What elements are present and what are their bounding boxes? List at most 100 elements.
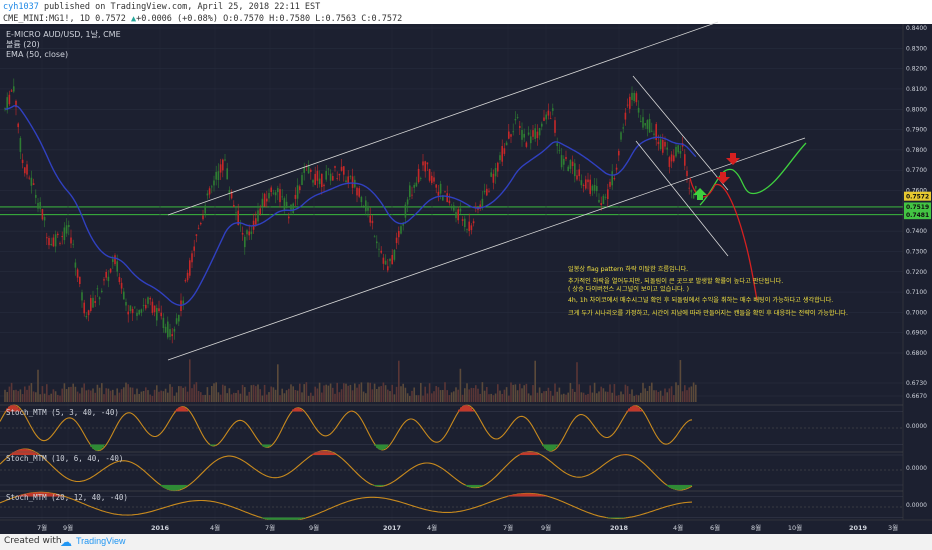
- volume-bar: [208, 395, 211, 402]
- candle-body: [213, 180, 215, 186]
- price-tick: 0.7900: [906, 127, 927, 134]
- volume-bar: [21, 394, 24, 402]
- candle-body: [32, 183, 35, 185]
- volume-bar: [228, 388, 231, 402]
- lower-level-badge: 0.7481: [906, 212, 929, 219]
- stoch-panel-3-overbought-fill: [530, 493, 532, 497]
- stoch-panel-2-overbought-fill: [522, 452, 524, 455]
- up-arrow-icon: ▲: [130, 14, 137, 24]
- candle-body: [446, 193, 448, 203]
- candle-body: [266, 198, 268, 202]
- volume-bar: [681, 391, 684, 402]
- candle-body: [400, 226, 402, 234]
- candle-body: [373, 236, 376, 238]
- stoch-panel-2-overbought-fill: [538, 454, 540, 455]
- candle-body: [83, 302, 85, 314]
- candle-body: [131, 308, 134, 314]
- stoch-panel-3-overbought-fill: [32, 492, 34, 497]
- author-link[interactable]: cyh1037: [3, 2, 39, 12]
- candle-body: [68, 224, 70, 228]
- volume-bar: [378, 386, 380, 402]
- volume-bar: [43, 393, 46, 402]
- candle-body: [76, 269, 79, 278]
- candle-body: [695, 185, 697, 189]
- price-tick: 0.8200: [906, 66, 927, 73]
- candle-body: [340, 166, 343, 171]
- volume-bar: [351, 390, 354, 402]
- candle-body: [270, 187, 272, 192]
- volume-bar: [400, 386, 402, 402]
- candle-body: [662, 139, 664, 153]
- volume-bar: [413, 387, 415, 402]
- volume-bar: [514, 384, 517, 402]
- candle-body: [494, 168, 497, 177]
- volume-bar: [292, 386, 294, 402]
- stoch-panel-3-oversold-fill: [284, 517, 286, 522]
- chart-canvas[interactable]: 0.8400 0.8300 0.8200 0.8100 0.8000 0.7900 0.78…: [0, 0, 932, 534]
- volume-bar: [483, 390, 486, 402]
- volume-bar: [552, 395, 554, 402]
- stoch-panel-3-overbought-fill: [514, 494, 516, 497]
- candle-body: [613, 178, 616, 180]
- stoch-panel-1-oversold-fill: [556, 444, 558, 447]
- candle-body: [134, 306, 136, 308]
- volume-bar: [376, 389, 378, 402]
- volume-bar: [182, 387, 184, 402]
- stoch-panel-3-line: [0, 491, 693, 522]
- stoch-panel-3-oversold-fill: [268, 517, 270, 520]
- upper-level-badge-bg: [904, 202, 931, 212]
- annotation-line-1: 일봉상 flag pattern 하락 이탈한 흐름입니다.: [568, 265, 688, 273]
- stoch-panel-3-overbought-fill: [508, 495, 510, 497]
- candle-body: [585, 179, 587, 189]
- volume-bar: [241, 384, 244, 402]
- volume-bar: [116, 388, 118, 402]
- candle-body: [398, 230, 400, 238]
- volume-bar: [569, 382, 572, 402]
- volume-bar: [398, 360, 400, 402]
- candle-body: [310, 169, 312, 172]
- volume-bar: [534, 360, 536, 402]
- stoch-panel-2-oversold-fill: [676, 485, 678, 490]
- volume-bar: [422, 395, 424, 402]
- volume-bar: [224, 385, 226, 402]
- candle-body: [578, 169, 580, 177]
- volume-bar: [30, 383, 33, 402]
- stoch-panel-1-oversold-fill: [268, 444, 270, 447]
- candle-body: [532, 130, 534, 137]
- candle-body: [167, 321, 169, 338]
- candle-body: [74, 262, 77, 268]
- volume-bar: [695, 384, 697, 402]
- volume-bar: [239, 393, 242, 402]
- tradingview-brand[interactable]: TradingView: [76, 536, 126, 546]
- candle-body: [184, 280, 187, 282]
- candle-body: [380, 250, 382, 253]
- volume-bar: [444, 382, 446, 402]
- volume-bar: [367, 382, 369, 402]
- stoch-panel-3-overbought-fill: [526, 493, 528, 497]
- candle-body: [455, 212, 457, 219]
- volume-bar: [624, 384, 627, 402]
- stoch-panel-2-overbought-fill: [532, 452, 534, 455]
- stoch-panel-1-oversold-fill: [102, 444, 104, 448]
- grid-lines: [0, 24, 903, 520]
- volume-bar: [494, 393, 497, 402]
- candle-body: [123, 291, 125, 300]
- stoch-panel-2-oversold-fill: [690, 485, 692, 487]
- stoch-panel-2-oversold-fill: [478, 485, 480, 487]
- volume-bar: [178, 386, 180, 402]
- volume-bar: [87, 389, 90, 402]
- volume-bar: [442, 389, 444, 402]
- volume-bar: [50, 393, 52, 402]
- volume-bar: [646, 390, 649, 402]
- red-down-arrow-icon: [726, 153, 740, 165]
- volume-bar: [347, 385, 349, 402]
- volume-bar: [184, 386, 187, 402]
- volume-bar: [417, 395, 420, 402]
- candle-body: [587, 179, 589, 183]
- candle-body: [237, 210, 239, 226]
- volume-bar: [349, 384, 352, 402]
- stoch-panel-1-oversold-fill: [382, 444, 384, 450]
- candle-body: [514, 118, 517, 121]
- volume-bar: [301, 392, 303, 402]
